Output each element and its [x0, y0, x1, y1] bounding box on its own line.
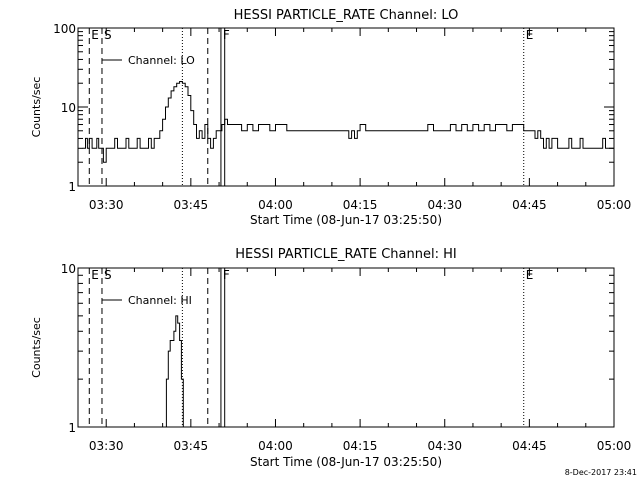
- legend-entry: Channel: HI: [128, 294, 192, 307]
- x-tick-label: 05:00: [597, 439, 632, 453]
- series-line-0: [82, 81, 615, 163]
- event-marker-label: E: [526, 28, 534, 42]
- event-marker-label: F: [223, 28, 230, 42]
- x-tick-label: 03:45: [174, 198, 209, 212]
- x-tick-label: 04:30: [427, 198, 462, 212]
- event-marker-label: E: [91, 28, 99, 42]
- y-tick-label: 100: [53, 22, 76, 36]
- x-tick-label: 04:15: [343, 439, 378, 453]
- x-tick-label: 03:30: [89, 439, 124, 453]
- y-tick-label: 1: [68, 180, 76, 194]
- plot-timestamp: 8-Dec-2017 23:41: [565, 468, 637, 477]
- chart-channel-lo: HESSI PARTICLE_RATE Channel: LO Start Tim…: [30, 8, 631, 227]
- x-tick-label: 04:15: [343, 198, 378, 212]
- y-axis-label: Counts/sec: [30, 77, 43, 138]
- x-tick-label: 04:45: [512, 439, 547, 453]
- x-tick-label: 04:45: [512, 198, 547, 212]
- event-marker-label: E: [91, 268, 99, 282]
- chart-title: HESSI PARTICLE_RATE Channel: HI: [235, 247, 456, 262]
- x-axis-label: Start Time (08-Jun-17 03:25:50): [250, 213, 442, 227]
- x-tick-label: 04:00: [258, 198, 293, 212]
- event-marker-label: E: [526, 268, 534, 282]
- series-line-0: [164, 315, 184, 428]
- x-tick-label: 04:30: [427, 439, 462, 453]
- legend-entry: Channel: LO: [128, 54, 195, 67]
- event-marker-label: F: [223, 268, 230, 282]
- y-axis-label: Counts/sec: [30, 317, 43, 378]
- chart-channel-hi: HESSI PARTICLE_RATE Channel: HI Start Tim…: [30, 247, 631, 469]
- event-marker-label: S: [104, 28, 112, 42]
- x-tick-label: 03:45: [174, 439, 209, 453]
- x-tick-label: 04:00: [258, 439, 293, 453]
- event-marker-label: S: [104, 268, 112, 282]
- plot-frame: [77, 27, 615, 187]
- y-tick-label: 10: [61, 262, 76, 276]
- chart-title: HESSI PARTICLE_RATE Channel: LO: [234, 8, 459, 23]
- y-tick-label: 1: [68, 421, 76, 435]
- x-tick-label: 03:30: [89, 198, 124, 212]
- x-axis-label: Start Time (08-Jun-17 03:25:50): [250, 455, 442, 469]
- x-tick-label: 05:00: [597, 198, 632, 212]
- plot-frame: [77, 267, 615, 428]
- y-tick-label: 10: [61, 101, 76, 115]
